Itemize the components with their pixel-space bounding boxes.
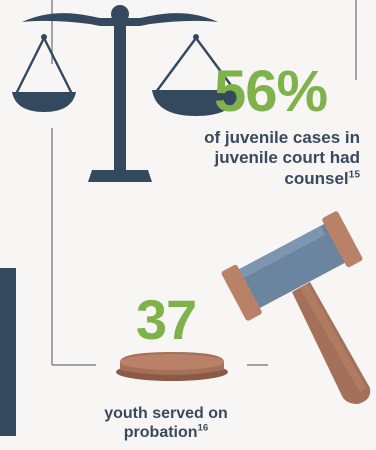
stat-label-wrap: of juvenile cases in juvenile court had … [150, 128, 370, 189]
stat-value: 56% [214, 59, 328, 124]
scales-of-justice-icon [12, 5, 240, 182]
stat-probation: 37 youth served on probation16 [96, 290, 236, 442]
stat-label: of juvenile cases in juvenile court had … [204, 128, 360, 188]
stat-label: youth served on probation [104, 405, 228, 442]
footnote-ref: 16 [197, 422, 209, 434]
stat-value: 37 [135, 288, 197, 351]
frame-edge [0, 268, 16, 436]
stat-counsel: 56% of juvenile cases in juvenile court … [150, 62, 370, 189]
stat-label-wrap: youth served on probation16 [96, 404, 236, 442]
gavel-icon [221, 211, 371, 404]
footnote-ref: 15 [348, 169, 360, 181]
sound-block-icon [116, 352, 228, 381]
